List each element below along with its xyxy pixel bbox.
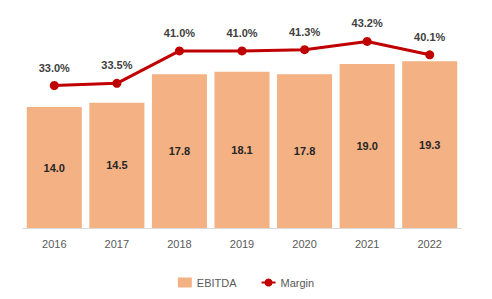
svg-text:19.0: 19.0 (356, 140, 377, 152)
svg-text:2016: 2016 (42, 238, 66, 250)
svg-text:43.2%: 43.2% (352, 17, 383, 29)
svg-text:19.3: 19.3 (419, 139, 440, 151)
svg-text:2020: 2020 (292, 238, 316, 250)
svg-text:33.5%: 33.5% (101, 59, 132, 71)
svg-text:14.0: 14.0 (44, 162, 65, 174)
svg-text:2022: 2022 (417, 238, 441, 250)
svg-text:18.1: 18.1 (231, 144, 252, 156)
svg-text:33.0%: 33.0% (39, 62, 70, 74)
svg-text:17.8: 17.8 (169, 145, 190, 157)
svg-text:40.1%: 40.1% (414, 31, 445, 43)
svg-text:41.0%: 41.0% (164, 27, 195, 39)
svg-text:41.0%: 41.0% (226, 27, 257, 39)
svg-text:2017: 2017 (105, 238, 129, 250)
svg-text:17.8: 17.8 (294, 145, 315, 157)
svg-text:2018: 2018 (167, 238, 191, 250)
svg-text:14.5: 14.5 (106, 159, 127, 171)
svg-text:2021: 2021 (355, 238, 379, 250)
svg-text:41.3%: 41.3% (289, 26, 320, 38)
svg-text:EBITDA: EBITDA (197, 277, 237, 289)
svg-text:Margin: Margin (281, 277, 315, 289)
svg-text:2019: 2019 (230, 238, 254, 250)
